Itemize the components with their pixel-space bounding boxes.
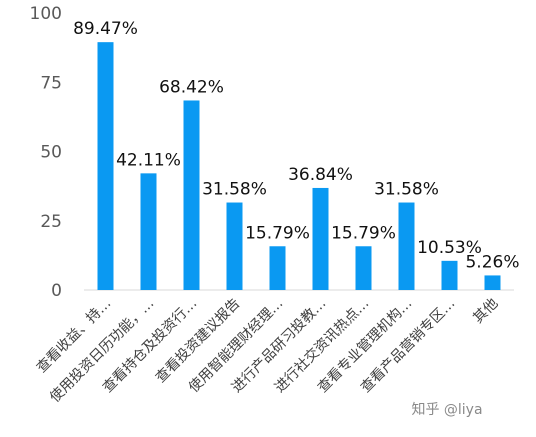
data-label: 89.47% [73, 19, 138, 39]
y-tick-label: 0 [51, 281, 62, 301]
bar [140, 173, 157, 290]
y-axis: 0 25 50 75 100 [30, 4, 62, 301]
bar [441, 260, 458, 290]
data-label: 15.79% [331, 223, 396, 243]
bar [484, 275, 501, 290]
bar [269, 246, 286, 290]
category-label: 其他 [470, 296, 501, 327]
category-labels: 查看收益、持…使用投资日历功能，…查看持仓及投资行…查看投资建议报告使用智能理财… [34, 295, 502, 406]
bars [97, 42, 501, 291]
data-label: 15.79% [245, 223, 310, 243]
bar [183, 100, 200, 291]
data-label: 36.84% [288, 165, 353, 185]
y-tick-label: 25 [40, 212, 62, 232]
data-label: 5.26% [465, 252, 519, 272]
y-tick-label: 100 [30, 4, 62, 24]
bar [355, 246, 372, 290]
data-label: 31.58% [374, 180, 439, 200]
bar [312, 187, 329, 290]
data-label: 68.42% [159, 77, 224, 97]
bar [97, 42, 114, 291]
category-label: 查看收益、持… [34, 296, 115, 377]
data-label: 10.53% [417, 238, 482, 258]
y-tick-label: 50 [40, 143, 62, 163]
bar [226, 202, 243, 290]
data-label: 31.58% [202, 180, 267, 200]
data-labels: 89.47% 42.11% 68.42% 31.58% 15.79% 36.84% 15.7… [73, 19, 519, 272]
bar [398, 202, 415, 290]
watermark: 知乎 @liya [411, 401, 482, 418]
data-label: 42.11% [116, 150, 181, 170]
y-tick-label: 75 [40, 73, 62, 93]
